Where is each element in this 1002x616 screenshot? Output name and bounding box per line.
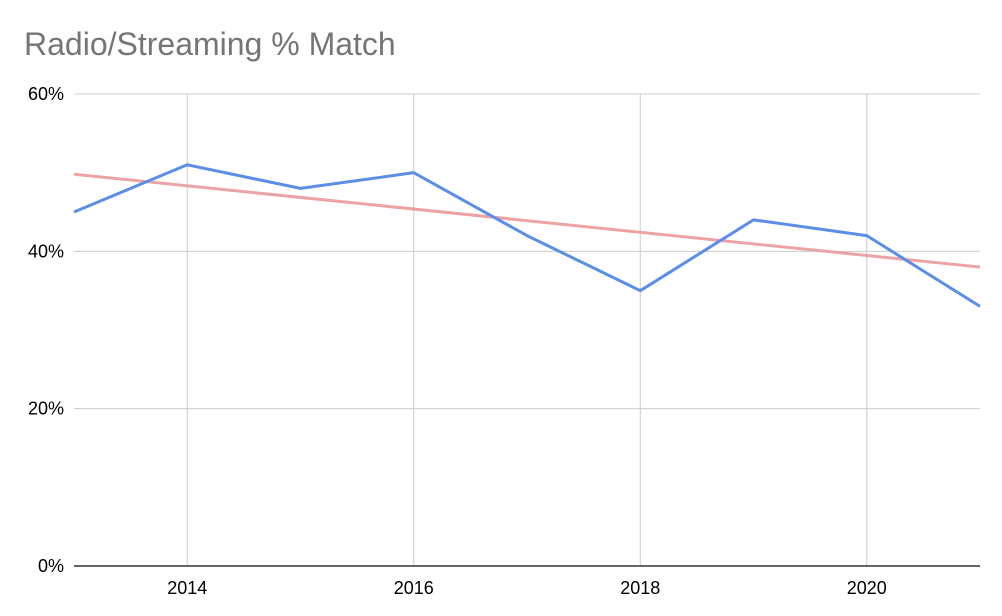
x-tick-label: 2020 (847, 578, 887, 598)
y-tick-label: 20% (28, 399, 64, 419)
x-tick-label: 2014 (167, 578, 207, 598)
y-tick-label: 40% (28, 241, 64, 261)
grid-layer (74, 93, 980, 566)
x-tick-label: 2018 (620, 578, 660, 598)
chart-title: Radio/Streaming % Match (24, 26, 396, 62)
x-tick-label: 2016 (394, 578, 434, 598)
tick-label-layer: 0% 20% 40% 60% 2014 2016 2018 2020 (28, 84, 887, 598)
trendline (73, 172, 981, 269)
series-layer (73, 163, 981, 308)
y-tick-label: 0% (38, 556, 64, 576)
y-tick-label: 60% (28, 84, 64, 104)
series-line (73, 163, 981, 308)
